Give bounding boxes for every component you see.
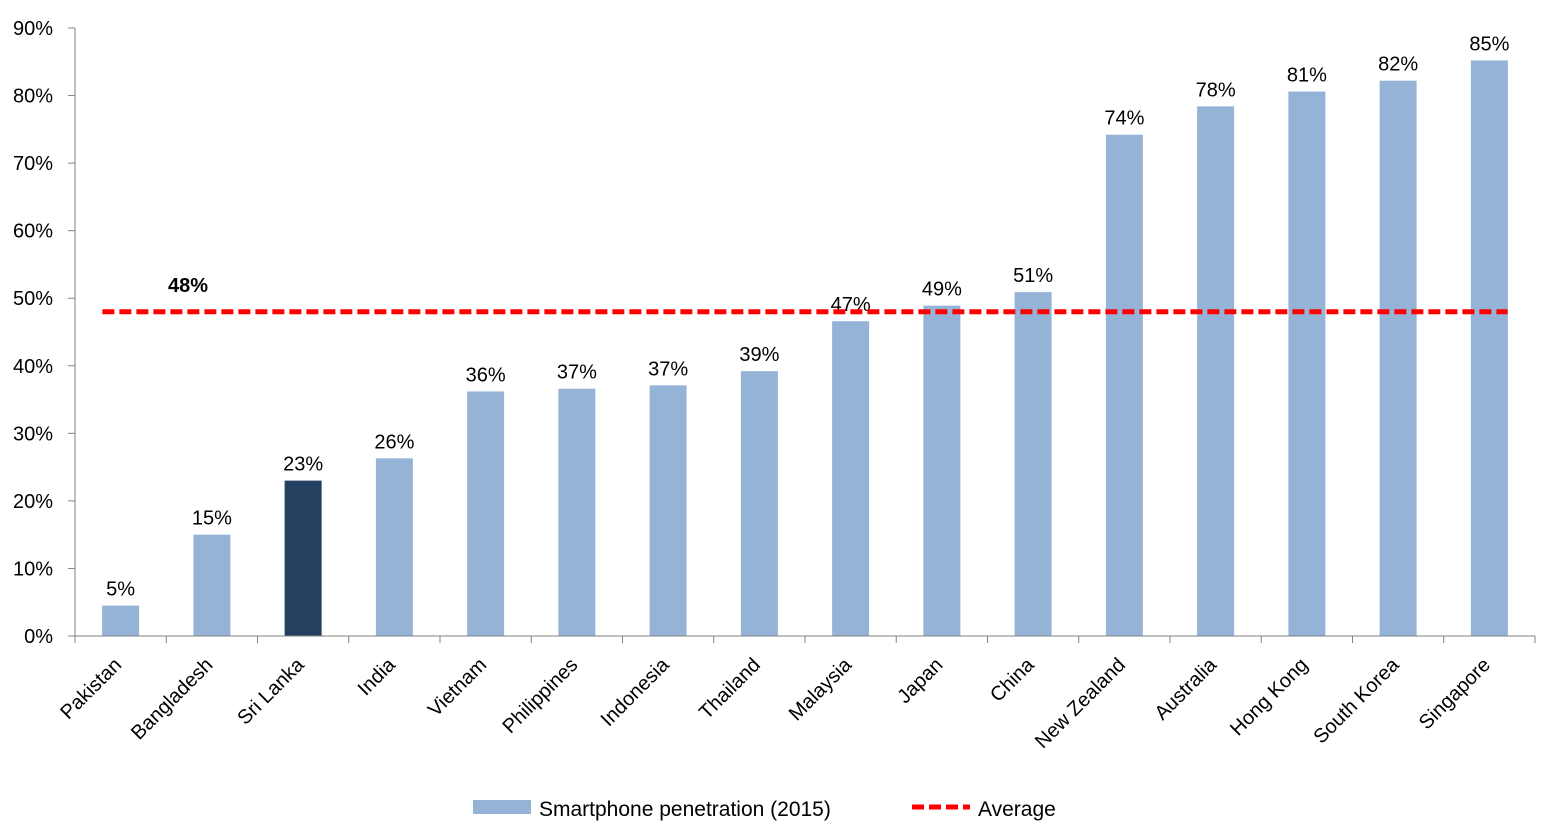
bar xyxy=(649,385,687,636)
bar xyxy=(467,391,505,636)
x-tick-label: Philippines xyxy=(498,654,582,738)
x-tick-label: Hong Kong xyxy=(1226,654,1312,740)
bar xyxy=(102,605,140,636)
y-tick-label: 50% xyxy=(13,288,53,310)
bar-data-label: 15% xyxy=(192,508,232,530)
x-tick-label: New Zealand xyxy=(1031,654,1130,753)
legend-label-bars: Smartphone penetration (2015) xyxy=(539,798,831,821)
x-tick-label: Japan xyxy=(893,654,947,708)
bars xyxy=(102,60,1508,637)
bar-data-label: 23% xyxy=(283,454,323,476)
bar-data-label: 81% xyxy=(1287,65,1327,87)
bar xyxy=(923,305,961,636)
bar xyxy=(832,321,870,636)
bar-labels: 5%15%23%26%36% 37% 37%39%47%49%51%74%78%81… xyxy=(106,33,1509,600)
bar-data-label: 49% xyxy=(922,279,962,301)
x-axis: Pakistan Bangladesh Sri Lanka India Vietnam P… xyxy=(56,635,1536,753)
bar xyxy=(1288,91,1326,637)
bar-data-label: 85% xyxy=(1469,33,1509,55)
bar xyxy=(1379,80,1417,636)
x-tick-label: China xyxy=(986,653,1039,706)
bar-data-label: 36% xyxy=(466,364,506,386)
y-tick-label: 10% xyxy=(13,558,53,580)
bar-data-label: 82% xyxy=(1378,54,1418,76)
bar xyxy=(193,534,231,636)
bar xyxy=(1105,134,1143,636)
bar xyxy=(558,388,596,636)
bar-data-label: 37% xyxy=(557,362,597,384)
y-tick-label: 90% xyxy=(13,18,53,40)
x-tick-label: Vietnam xyxy=(424,654,491,721)
x-tick-label: Singapore xyxy=(1415,654,1495,734)
x-tick-label: Indonesia xyxy=(597,653,675,731)
y-tick-label: 80% xyxy=(13,86,53,108)
bar xyxy=(284,480,322,636)
bar-data-label: 37% xyxy=(648,358,688,380)
y-tick-label: 70% xyxy=(13,153,53,175)
x-tick-label: Malaysia xyxy=(785,653,857,725)
average-line-group: 48% xyxy=(102,275,1508,315)
x-tick-label: Thailand xyxy=(695,654,765,724)
x-tick-label: India xyxy=(354,653,401,700)
bar xyxy=(740,371,778,636)
legend-label-average: Average xyxy=(978,798,1056,821)
bar xyxy=(1014,292,1052,636)
bar-data-label: 78% xyxy=(1196,79,1236,101)
bar-data-label: 39% xyxy=(739,344,779,366)
x-tick-label: Sri Lanka xyxy=(233,653,309,729)
y-tick-label: 40% xyxy=(13,356,53,378)
y-axis: 0% 10% 20% 30% 40% 50% 60% 70% 80% 90% xyxy=(13,18,76,648)
bar-data-label: 26% xyxy=(374,431,414,453)
bar-data-label: 5% xyxy=(106,579,135,601)
y-tick-label: 20% xyxy=(13,491,53,513)
bar-data-label: 51% xyxy=(1013,265,1053,287)
x-tick-label: Australia xyxy=(1151,653,1222,724)
bar-data-label: 74% xyxy=(1104,108,1144,130)
average-label: 48% xyxy=(168,275,208,297)
bar xyxy=(1470,60,1508,637)
bar xyxy=(1197,106,1235,636)
x-tick-label: South Korea xyxy=(1309,653,1404,748)
legend-swatch-bars xyxy=(473,800,531,814)
legend: Smartphone penetration (2015) Average xyxy=(473,798,1056,821)
y-tick-label: 60% xyxy=(13,221,53,243)
y-tick-label: 0% xyxy=(24,626,53,648)
bar xyxy=(375,458,413,636)
y-tick-label: 30% xyxy=(13,423,53,445)
x-tick-label: Pakistan xyxy=(56,654,126,724)
x-tick-label: Bangladesh xyxy=(127,654,217,744)
